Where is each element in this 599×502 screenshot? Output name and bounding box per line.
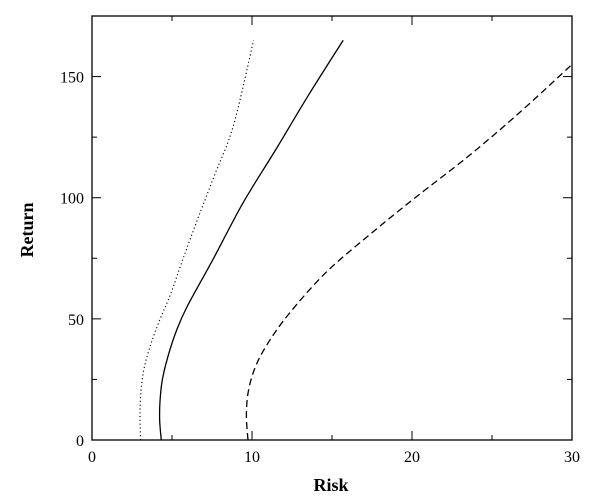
- y-tick-label: 100: [60, 191, 84, 208]
- x-tick-label: 20: [404, 449, 420, 466]
- series-line-solid: [158, 39, 344, 441]
- series-line-dashed: [245, 63, 573, 441]
- y-axis-title: Return: [17, 203, 37, 258]
- series-line-dotted: [139, 40, 255, 441]
- x-tick-label: 30: [564, 449, 580, 466]
- y-tick-label: 0: [76, 433, 84, 450]
- plot-frame: [91, 15, 573, 441]
- x-tick-label: 10: [244, 449, 260, 466]
- x-axis-title: Risk: [313, 475, 348, 495]
- y-tick-label: 150: [60, 70, 84, 87]
- y-tick-label: 50: [68, 312, 84, 329]
- plot-area: [139, 39, 573, 441]
- axes: 0 10 20 30 0 50 100 150: [60, 15, 580, 466]
- x-tick-label: 0: [88, 449, 96, 466]
